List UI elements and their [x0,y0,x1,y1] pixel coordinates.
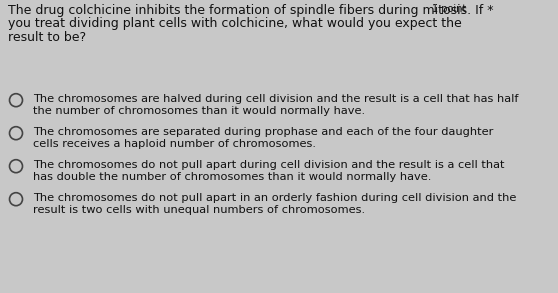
Text: The drug colchicine inhibits the formation of spindle fibers during mitosis. If : The drug colchicine inhibits the formati… [8,4,493,17]
Text: result to be?: result to be? [8,31,86,44]
Text: you treat dividing plant cells with colchicine, what would you expect the: you treat dividing plant cells with colc… [8,18,462,30]
Text: cells receives a haploid number of chromosomes.: cells receives a haploid number of chrom… [33,139,316,149]
Text: the number of chromosomes than it would normally have.: the number of chromosomes than it would … [33,106,365,116]
Text: 1 point: 1 point [432,4,466,14]
Text: The chromosomes are halved during cell division and the result is a cell that ha: The chromosomes are halved during cell d… [33,94,518,104]
Text: result is two cells with unequal numbers of chromosomes.: result is two cells with unequal numbers… [33,205,365,215]
Text: The chromosomes are separated during prophase and each of the four daughter: The chromosomes are separated during pro… [33,127,493,137]
Text: The chromosomes do not pull apart in an orderly fashion during cell division and: The chromosomes do not pull apart in an … [33,193,516,203]
Text: The chromosomes do not pull apart during cell division and the result is a cell : The chromosomes do not pull apart during… [33,161,504,171]
Text: has double the number of chromosomes than it would normally have.: has double the number of chromosomes tha… [33,172,431,182]
